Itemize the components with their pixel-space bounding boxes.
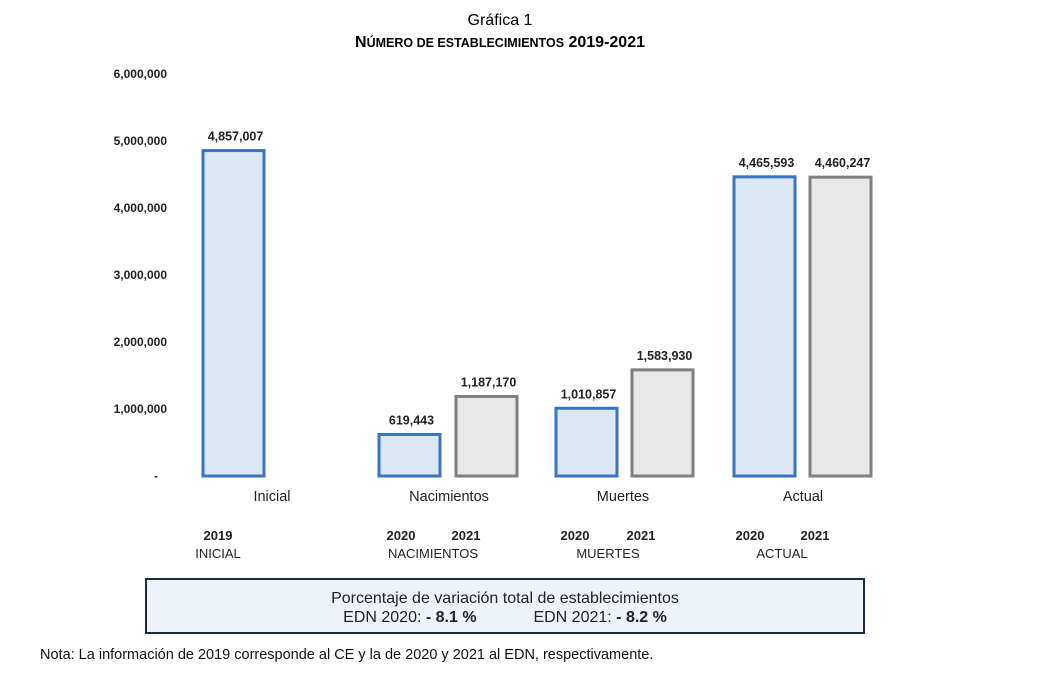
y-tick-label: 4,000,000 <box>114 201 168 215</box>
data-label: 4,465,593 <box>739 156 795 170</box>
data-label: 1,010,857 <box>561 387 617 401</box>
y-tick-label: 1,000,000 <box>114 402 168 416</box>
category-label: Nacimientos <box>409 489 489 505</box>
summary-values: EDN 2020: - 8.1 % EDN 2021: - 8.2 % <box>147 609 863 627</box>
bar <box>454 394 519 478</box>
data-label: 1,583,930 <box>637 349 693 363</box>
y-tick-label: 3,000,000 <box>114 268 168 282</box>
edn2021-label: EDN 2021: <box>533 609 612 626</box>
year-label: 2021 <box>801 528 830 543</box>
chart-title-line2: NÚMERO DE ESTABLECIMIENTOS 2019-2021 <box>0 34 1000 52</box>
bar-chart: - 1,000,000 2,000,000 3,000,000 4,000,000 5,0… <box>114 67 873 561</box>
group-label: MUERTES <box>576 546 640 561</box>
bar <box>808 175 873 478</box>
bar <box>377 432 442 478</box>
group-label: NACIMIENTOS <box>388 546 478 561</box>
data-label: 4,460,247 <box>815 156 871 170</box>
year-label: 2020 <box>561 528 590 543</box>
bar <box>630 368 695 478</box>
year-label: 2021 <box>452 528 481 543</box>
title-first-letter: N <box>355 34 367 51</box>
edn2020-value: - 8.1 % <box>425 609 477 626</box>
bar <box>554 406 619 478</box>
category-label: Inicial <box>253 489 290 505</box>
title-years: 2019-2021 <box>568 34 645 51</box>
data-label: 4,857,007 <box>208 130 264 144</box>
group-label: ACTUAL <box>756 546 807 561</box>
year-label: 2021 <box>627 528 656 543</box>
bar <box>201 149 266 478</box>
bar <box>732 175 797 478</box>
chart-title-line1: Gráfica 1 <box>467 12 533 29</box>
year-label: 2019 <box>204 528 233 543</box>
year-label: 2020 <box>736 528 765 543</box>
y-tick-label: 5,000,000 <box>114 134 168 148</box>
variation-summary-box: Porcentaje de variación total de estable… <box>145 578 865 634</box>
footnote: Nota: La información de 2019 corresponde… <box>40 647 654 663</box>
group-label: INICIAL <box>195 546 241 561</box>
y-tick-label: 2,000,000 <box>114 335 168 349</box>
data-label: 619,443 <box>389 413 434 427</box>
data-label: 1,187,170 <box>461 375 517 389</box>
category-label: Muertes <box>597 489 649 505</box>
edn2021-value: - 8.2 % <box>616 609 667 626</box>
y-tick-label: - <box>154 469 158 483</box>
y-tick-label: 6,000,000 <box>114 67 168 81</box>
summary-heading: Porcentaje de variación total de estable… <box>331 590 679 607</box>
category-label: Actual <box>783 489 823 505</box>
title-small-caps: ÚMERO DE ESTABLECIMIENTOS <box>366 36 565 50</box>
edn2020-label: EDN 2020: <box>343 609 422 626</box>
year-label: 2020 <box>387 528 416 543</box>
